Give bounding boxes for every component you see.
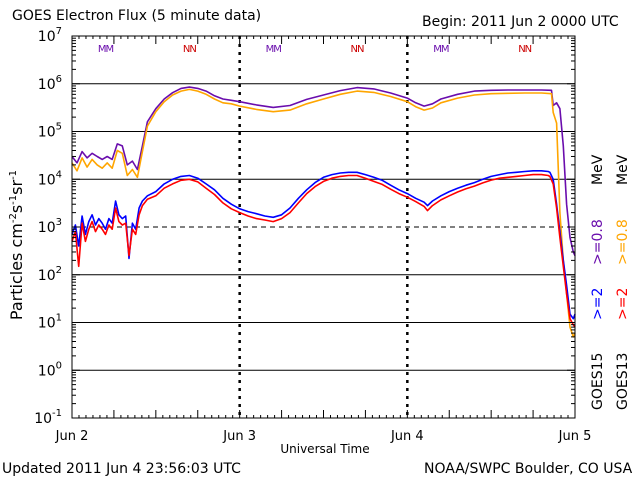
y-tick-label: 106 [38, 74, 62, 93]
legend-entry: GOES13 [615, 353, 631, 410]
x-tick-labels: Jun 2 Jun 3 Jun 4 Jun 5 [55, 429, 592, 444]
x-tick-label: Jun 3 [222, 429, 256, 444]
chart-title: GOES Electron Flux (5 minute data) [12, 8, 262, 24]
y-tick-exponent: 4 [56, 169, 62, 180]
y-axis-label: Particles cm-2s-1sr-1 [7, 170, 26, 320]
y-tick-base: 10 [38, 268, 56, 284]
series-line-goes15-2-mev [71, 170, 576, 320]
y-tick-exponent: -1 [52, 408, 62, 419]
y-tick-exponent: 1 [56, 313, 62, 324]
y-tick-label: 102 [38, 265, 62, 284]
y-tick-label: 103 [38, 217, 62, 236]
y-tick-label: 100 [38, 360, 62, 379]
frame-layer [71, 35, 576, 419]
legend-entry: MeV [615, 154, 631, 185]
legend: GOES15 >=2 >=0.8 MeV GOES13 >=2 >=0.8 MeV [590, 154, 631, 410]
y-tick-exponent: 7 [56, 26, 62, 37]
y-tick-base: 10 [38, 125, 56, 141]
plot-frame [71, 35, 576, 419]
y-axis-label-sup3: -1 [8, 170, 19, 180]
y-tick-label: 104 [38, 169, 62, 188]
legend-entry: >=2 [615, 288, 631, 320]
y-tick-exponent: 6 [56, 74, 62, 85]
y-tick-base: 10 [38, 220, 56, 236]
satellite-markers: MM NN MM NN MM NN [98, 44, 533, 55]
legend-entry: >=2 [590, 288, 606, 320]
y-axis-label-sup1: -2 [8, 213, 19, 223]
satellite-marker-n: NN [518, 44, 531, 55]
y-tick-label: 10-1 [34, 408, 62, 427]
y-tick-label: 107 [38, 26, 62, 45]
satellite-marker-m: MM [98, 44, 114, 55]
updated-timestamp: Updated 2011 Jun 4 23:56:03 UTC [2, 461, 241, 477]
data-source-credit: NOAA/SWPC Boulder, CO USA [424, 461, 633, 477]
satellite-marker-n: NN [351, 44, 364, 55]
grid-layer [72, 36, 575, 418]
y-axis-label-sup2: -1 [8, 195, 19, 205]
y-tick-exponent: 5 [56, 122, 62, 133]
x-tick-label: Jun 5 [558, 429, 592, 444]
y-tick-base: 10 [34, 411, 52, 427]
y-tick-base: 10 [38, 363, 56, 379]
satellite-marker-n: NN [183, 44, 196, 55]
x-tick-label: Jun 2 [55, 429, 89, 444]
series-line-goes13-2-mev [71, 173, 576, 328]
y-tick-exponent: 3 [56, 217, 62, 228]
y-tick-exponent: 2 [56, 265, 62, 276]
legend-entry: MeV [590, 154, 606, 185]
y-tick-exponent: 0 [56, 360, 62, 371]
y-tick-base: 10 [38, 77, 56, 93]
y-tick-label: 101 [38, 313, 62, 332]
series-layer [71, 86, 576, 338]
legend-entry: >=0.8 [590, 219, 606, 265]
x-axis-label: Universal Time [280, 442, 369, 456]
y-tick-base: 10 [38, 29, 56, 45]
satellite-marker-m: MM [266, 44, 282, 55]
y-axis-label-s: s [7, 205, 26, 213]
y-axis-label-sr: sr [7, 180, 26, 195]
series-line-goes13-0-8-mev [71, 88, 576, 338]
y-tick-base: 10 [38, 316, 56, 332]
y-tick-base: 10 [38, 172, 56, 188]
begin-time-label: Begin: 2011 Jun 2 0000 UTC [422, 14, 619, 30]
series-line-goes15-0-8-mev [71, 86, 576, 257]
y-tick-label: 105 [38, 122, 62, 141]
satellite-marker-m: MM [433, 44, 449, 55]
legend-entry: >=0.8 [615, 219, 631, 265]
x-tick-label: Jun 4 [390, 429, 424, 444]
legend-entry: GOES15 [590, 353, 606, 410]
y-axis-label-main: Particles cm [7, 223, 26, 320]
